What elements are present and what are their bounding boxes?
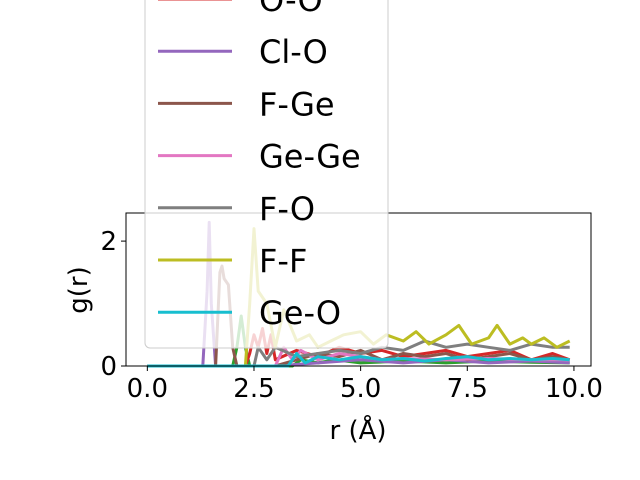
x-tick-label: 0.0	[127, 374, 168, 404]
x-tick-label: 5.0	[340, 374, 381, 404]
x-tick-label: 7.5	[447, 374, 488, 404]
y-tick-label: 0	[100, 352, 117, 382]
x-tick-label: 10.0	[545, 374, 603, 404]
legend-entry: O-O	[259, 0, 323, 19]
legend-entry: F-Ge	[259, 85, 335, 123]
x-axis: 0.0 2.5 5.0 7.5 10.0	[127, 366, 603, 404]
legend-entry: Cl-O	[259, 33, 328, 71]
legend: O-O Cl-O F-Ge Ge-Ge F-O F-F Ge-O	[144, 0, 389, 349]
legend-entry: Ge-O	[259, 294, 341, 332]
y-tick-label: 2	[100, 227, 117, 257]
x-axis-label: r (Å)	[329, 414, 386, 446]
series-line-ge-o	[147, 352, 570, 368]
legend-entry: Ge-Ge	[259, 138, 361, 176]
y-axis-label: g(r)	[64, 266, 94, 313]
x-tick-label: 2.5	[233, 374, 274, 404]
legend-entry: F-O	[259, 190, 315, 228]
legend-entry: F-F	[259, 242, 307, 280]
y-axis: 02	[100, 227, 126, 382]
